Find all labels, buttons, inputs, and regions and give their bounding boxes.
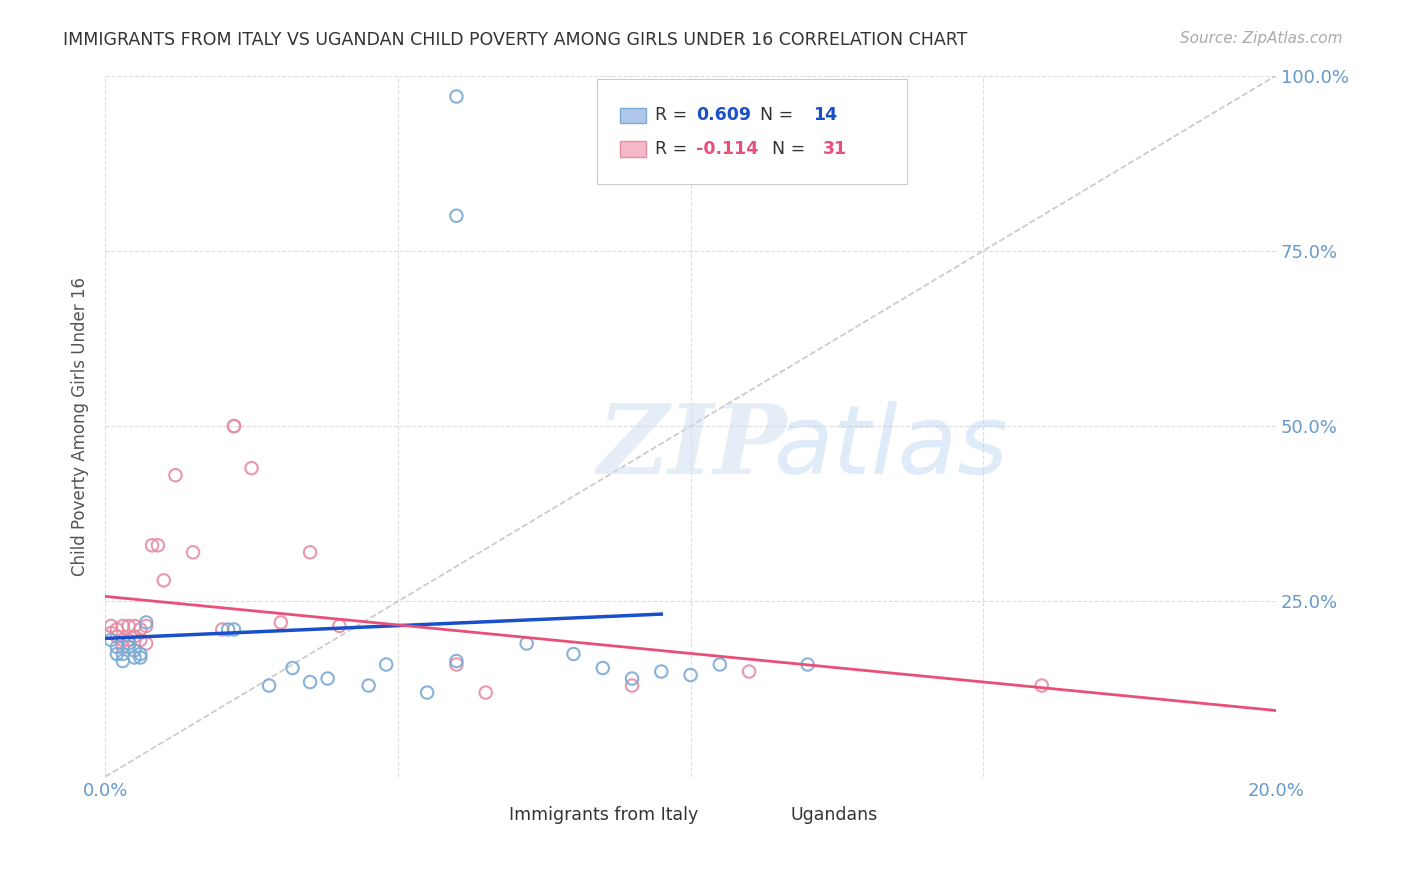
Point (222, 623, 245, 637)
Point (446, 209, 468, 223)
Text: Immigrants from Italy: Immigrants from Italy (509, 806, 699, 824)
Point (124, 643, 146, 657)
Text: 14: 14 (814, 106, 838, 125)
Text: -0.114: -0.114 (696, 140, 759, 158)
Text: 0.609: 0.609 (696, 106, 751, 125)
Point (129, 632, 152, 647)
Point (117, 636, 139, 650)
Point (357, 679, 380, 693)
FancyBboxPatch shape (474, 808, 499, 823)
Point (328, 619, 350, 633)
FancyBboxPatch shape (598, 79, 907, 185)
Point (100, 632, 122, 647)
Point (129, 647, 152, 661)
Text: N =: N = (761, 140, 811, 158)
Point (105, 630, 128, 644)
Point (1031, 679, 1053, 693)
Point (124, 630, 146, 644)
Point (105, 623, 128, 637)
Text: R =: R = (655, 140, 693, 158)
Point (117, 632, 139, 647)
Point (129, 650, 152, 665)
Text: R =: R = (655, 106, 693, 125)
Point (111, 640, 134, 654)
Point (117, 619, 139, 633)
Point (316, 672, 339, 686)
Point (446, 657, 468, 672)
Point (124, 619, 146, 633)
Point (222, 419, 245, 434)
Text: ZIP: ZIP (598, 401, 786, 494)
Point (222, 419, 245, 434)
Point (281, 661, 304, 675)
Point (135, 636, 157, 650)
Point (111, 647, 134, 661)
Point (211, 623, 233, 637)
Point (100, 619, 122, 633)
Point (105, 640, 128, 654)
Point (217, 623, 239, 637)
Y-axis label: Child Poverty Among Girls Under 16: Child Poverty Among Girls Under 16 (72, 277, 89, 575)
Point (152, 574, 174, 588)
Text: IMMIGRANTS FROM ITALY VS UGANDAN CHILD POVERTY AMONG GIRLS UNDER 16 CORRELATION : IMMIGRANTS FROM ITALY VS UGANDAN CHILD P… (63, 31, 967, 49)
Point (111, 619, 134, 633)
Point (111, 654, 134, 668)
Point (474, 685, 496, 699)
Point (592, 661, 614, 675)
Point (796, 657, 818, 672)
FancyBboxPatch shape (620, 142, 647, 157)
Point (257, 679, 280, 693)
Point (135, 615, 157, 630)
Point (240, 461, 263, 475)
FancyBboxPatch shape (755, 808, 780, 823)
Point (105, 647, 128, 661)
Point (679, 668, 702, 682)
Point (562, 647, 585, 661)
Point (446, 89, 468, 103)
Point (141, 538, 163, 552)
Point (650, 665, 672, 679)
FancyBboxPatch shape (620, 108, 647, 123)
Point (129, 623, 152, 637)
Text: atlas: atlas (772, 401, 1008, 493)
Point (299, 545, 322, 559)
Point (709, 657, 731, 672)
Point (446, 654, 468, 668)
Point (738, 665, 761, 679)
Text: 31: 31 (823, 140, 846, 158)
Point (516, 636, 538, 650)
Text: N =: N = (749, 106, 799, 125)
Point (124, 650, 146, 665)
Point (621, 679, 644, 693)
Point (181, 545, 204, 559)
Point (375, 657, 398, 672)
Point (111, 632, 134, 647)
Point (299, 675, 322, 690)
Point (146, 538, 169, 552)
Point (165, 468, 187, 483)
Text: Source: ZipAtlas.com: Source: ZipAtlas.com (1180, 31, 1343, 46)
Point (100, 626, 122, 640)
Point (270, 615, 292, 630)
Point (621, 672, 644, 686)
Point (416, 685, 439, 699)
Point (117, 640, 139, 654)
Point (135, 619, 157, 633)
Text: Ugandans: Ugandans (790, 806, 877, 824)
